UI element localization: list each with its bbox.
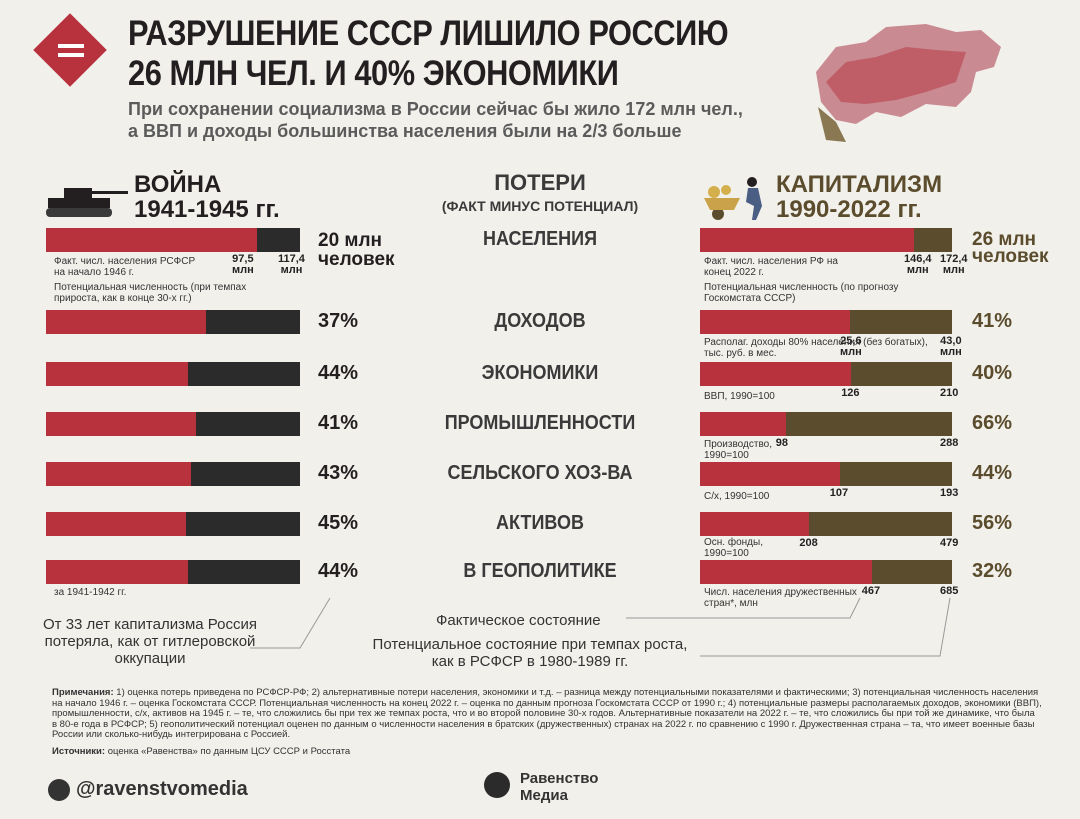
- capitalism-potential-4: 193: [940, 487, 959, 499]
- war-label-2: 44%: [318, 362, 359, 384]
- category-label-4: СЕЛЬСКОГО ХОЗ-ВА: [447, 462, 633, 484]
- capitalism-label-1: 41%: [972, 310, 1013, 332]
- capitalism-bar-fill-3: [700, 412, 786, 436]
- right-income-note: Располаг. доходы 80% населения (без бога…: [704, 337, 928, 359]
- wheelbarrow-man-icon: [704, 177, 762, 220]
- category-label-6: В ГЕОПОЛИТИКЕ: [463, 560, 617, 582]
- brand-logo-icon: [484, 772, 510, 798]
- war-label-1: 37%: [318, 310, 359, 332]
- war-title: ВОЙНА 1941-1945 гг.: [134, 171, 280, 223]
- capitalism-potential-1: 43,0 млн: [940, 335, 962, 358]
- capitalism-potential-2: 210: [940, 387, 959, 399]
- footnotes: Примечания: 1) оценка потерь приведена п…: [52, 687, 1042, 757]
- category-label-5: АКТИВОВ: [496, 512, 584, 534]
- capitalism-actual-1: 25,6 млн: [840, 335, 862, 358]
- capitalism-bar-fill-6: [700, 560, 872, 584]
- comparison-note: От 33 лет капитализма Россия потеряла, к…: [43, 616, 257, 667]
- capitalism-bar-fill-0: [700, 228, 914, 252]
- war-bar-4: [46, 462, 300, 486]
- right-assets-note: Осн. фонды, 1990=100: [704, 537, 763, 559]
- war-bar-1: [46, 310, 300, 334]
- capitalism-bar-0: [700, 228, 952, 252]
- capitalism-potential-5: 479: [940, 537, 959, 549]
- war-bar-2: [46, 362, 300, 386]
- page-subtitle: При сохранении социализма в России сейча…: [128, 99, 743, 141]
- capitalism-actual-6: 467: [861, 585, 881, 597]
- capitalism-bar-fill-1: [700, 310, 851, 334]
- right-gdp-note: ВВП, 1990=100: [704, 391, 775, 402]
- left-pop-potential: 117,4 млн: [278, 253, 305, 276]
- category-label-3: ПРОМЫШЛЕННОСТИ: [444, 412, 636, 434]
- capitalism-label-6: 32%: [972, 560, 1013, 582]
- legend-connectors: [626, 597, 951, 657]
- right-agri-note: С/х, 1990=100: [704, 491, 770, 502]
- capitalism-potential-6: 685: [940, 585, 959, 597]
- losses-header: ПОТЕРИ (ФАКТ МИНУС ПОТЕНЦИАЛ): [441, 170, 639, 214]
- capitalism-actual-5: 208: [799, 537, 818, 549]
- capitalism-bar-1: [700, 310, 952, 334]
- capitalism-bar-fill-4: [700, 462, 840, 486]
- capitalism-title: КАПИТАЛИЗМ 1990-2022 гг.: [776, 171, 943, 223]
- left-pop-fact-note: Факт. числ. населения РСФСР на начало 19…: [54, 256, 196, 278]
- capitalism-actual-4: 107: [829, 487, 849, 499]
- war-label-6: 44%: [318, 560, 359, 582]
- war-bar-fill-4: [46, 462, 191, 486]
- telegram-icon: [48, 779, 70, 801]
- right-geo-note: Числ. населения дружественных стран*, мл…: [704, 587, 857, 609]
- category-label-0: НАСЕЛЕНИЯ: [482, 228, 598, 250]
- war-bar-0: [46, 228, 300, 252]
- war-bar-6: [46, 560, 300, 584]
- capitalism-label-0: 26 млн человек: [972, 229, 1049, 267]
- capitalism-label-3: 66%: [972, 412, 1013, 434]
- capitalism-label-4: 44%: [972, 462, 1013, 484]
- capitalism-actual-3: 98: [775, 437, 788, 449]
- capitalism-bar-3: [700, 412, 952, 436]
- brand-name: Равенство Медиа: [520, 770, 599, 804]
- capitalism-label-5: 56%: [972, 512, 1013, 534]
- war-label-4: 43%: [318, 462, 359, 484]
- left-pop-actual: 97,5 млн: [232, 253, 254, 276]
- category-label-1: ДОХОДОВ: [494, 310, 586, 332]
- war-bar-fill-6: [46, 560, 189, 584]
- war-bar-fill-1: [46, 310, 207, 334]
- capitalism-bar-2: [700, 362, 952, 386]
- right-industry-note: Производство, 1990=100: [704, 439, 772, 461]
- legend-potential: Потенциальное состояние при темпах роста…: [372, 636, 688, 670]
- capitalism-potential-3: 288: [940, 437, 959, 449]
- right-pop-potential-note: Потенциальная численность (по прогнозу Г…: [704, 282, 899, 304]
- capitalism-bar-5: [700, 512, 952, 536]
- legend-actual: Фактическое состояние: [436, 612, 601, 629]
- left-pop-potential-note: Потенциальная численность (при темпах пр…: [54, 282, 247, 304]
- war-label-0: 20 млн человек: [318, 230, 395, 270]
- capitalism-label-2: 40%: [972, 362, 1013, 384]
- war-label-3: 41%: [318, 412, 359, 434]
- capitalism-bar-4: [700, 462, 952, 486]
- right-pop-fact-note: Факт. числ. населения РФ на конец 2022 г…: [704, 256, 838, 278]
- capitalism-bar-fill-2: [700, 362, 852, 386]
- capitalism-potential-0: 172,4 млн: [940, 253, 968, 276]
- page-title: РАЗРУШЕНИЕ СССР ЛИШИЛО РОССИЮ 26 МЛН ЧЕЛ…: [128, 14, 729, 93]
- war-bar-fill-2: [46, 362, 189, 386]
- capitalism-bar-fill-5: [700, 512, 810, 536]
- capitalism-actual-0: 146,4 млн: [903, 253, 932, 276]
- capitalism-actual-2: 126: [841, 387, 860, 399]
- category-label-2: ЭКОНОМИКИ: [481, 362, 599, 384]
- war-bar-fill-0: [46, 228, 257, 252]
- tank-icon: [46, 188, 128, 217]
- war-bar-fill-5: [46, 512, 186, 536]
- war-bar-fill-3: [46, 412, 196, 436]
- social-handle[interactable]: @ravenstvomedia: [76, 778, 248, 800]
- war-label-5: 45%: [318, 512, 359, 534]
- left-geo-note: за 1941-1942 гг.: [54, 587, 127, 598]
- war-bar-3: [46, 412, 300, 436]
- capitalism-bar-6: [700, 560, 952, 584]
- war-bar-5: [46, 512, 300, 536]
- comparison-connector: [250, 597, 331, 649]
- russia-map-icon: [816, 24, 1001, 142]
- equals-icon: [58, 44, 84, 62]
